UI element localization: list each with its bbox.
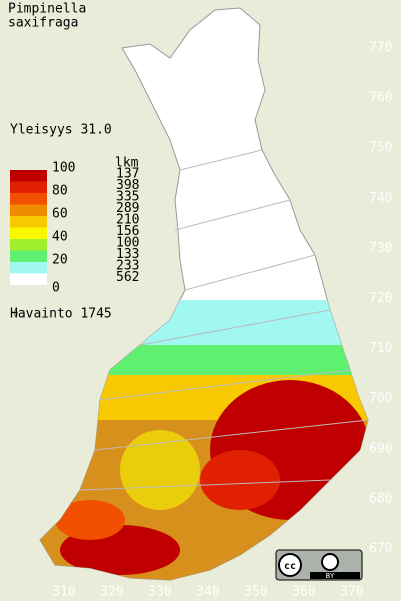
legend-swatch (10, 250, 47, 262)
legend-count: 233 (116, 259, 139, 274)
x-axis-label: 360 (292, 585, 315, 600)
legend-level: 40 (52, 230, 68, 245)
observation-marker: ◊ (13, 308, 18, 319)
y-axis-label: 760 (369, 91, 392, 106)
legend-swatch (10, 170, 47, 182)
legend-count: 210 (116, 213, 139, 228)
legend-level: 100 (52, 161, 75, 176)
x-axis-label: 370 (340, 585, 363, 600)
frequency: Yleisyys 31.0 (10, 123, 112, 138)
y-axis-label: 720 (369, 291, 392, 306)
legend-swatch (10, 227, 47, 239)
y-axis-label: 740 (369, 191, 392, 206)
legend-count: 335 (116, 190, 139, 205)
x-axis-label: 340 (196, 585, 219, 600)
svg-text:cc: cc (284, 561, 296, 572)
legend-count: 137 (116, 167, 139, 182)
legend-swatch (10, 216, 47, 228)
legend-count: 156 (116, 224, 139, 239)
title: Pimpinella saxifraga (8, 2, 86, 31)
legend-swatch (10, 262, 47, 274)
title-line: Pimpinella (8, 2, 86, 17)
y-axis-label: 770 (369, 41, 392, 56)
legend-level: 60 (52, 207, 68, 222)
y-axis-label: 690 (369, 441, 392, 456)
count-header: lkm (115, 156, 139, 171)
legend-level: 20 (52, 253, 68, 268)
x-axis-label: 330 (148, 585, 171, 600)
legend-count: 133 (116, 247, 139, 262)
legend-count: 289 (116, 201, 139, 216)
legend-swatch (10, 181, 47, 193)
x-axis-label: 320 (100, 585, 123, 600)
legend-count: 100 (116, 236, 139, 251)
y-axis-label: 730 (369, 241, 392, 256)
x-axis-label: 310 (52, 585, 75, 600)
legend-level: 0 (52, 281, 60, 296)
license-badge: cc BY (275, 549, 363, 581)
license-text: BY (326, 572, 335, 580)
legend-count: 562 (116, 270, 139, 285)
title-line: saxifraga (8, 16, 78, 31)
region-borders (79, 149, 369, 491)
legend-swatch (10, 204, 47, 216)
legend-swatch (10, 239, 47, 251)
legend-swatch (10, 193, 47, 205)
y-axis-label: 700 (369, 391, 392, 406)
y-axis-label: 680 (369, 491, 392, 506)
legend-count: 398 (116, 178, 139, 193)
observations: Havainto 1745 (10, 307, 112, 322)
x-axis-label: 350 (244, 585, 267, 600)
y-axis-label: 750 (369, 141, 392, 156)
y-axis-label: 670 (369, 542, 392, 557)
y-axis-label: 710 (369, 341, 392, 356)
legend-swatch (10, 273, 47, 285)
legend-level: 80 (52, 184, 68, 199)
